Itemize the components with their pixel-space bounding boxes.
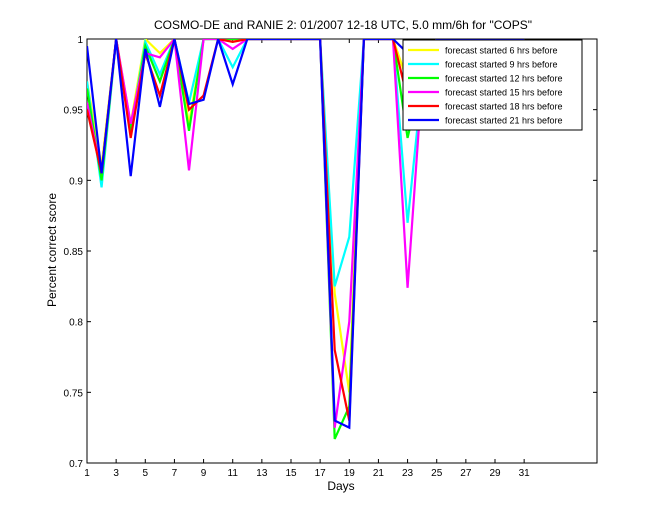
x-tick-label: 17 bbox=[315, 468, 327, 479]
legend-label-2: forecast started 12 hrs before bbox=[445, 74, 563, 84]
chart-title: COSMO-DE and RANIE 2: 01/2007 12-18 UTC,… bbox=[154, 18, 532, 32]
series-line-4 bbox=[87, 39, 525, 421]
series-lines bbox=[87, 39, 525, 440]
legend-label-3: forecast started 15 hrs before bbox=[445, 88, 563, 98]
legend-label-0: forecast started 6 hrs before bbox=[445, 46, 558, 56]
series-line-2 bbox=[87, 39, 525, 440]
y-tick-label: 0.95 bbox=[64, 106, 84, 117]
y-tick-label: 0.75 bbox=[64, 388, 84, 399]
y-tick-label: 0.8 bbox=[69, 318, 83, 329]
series-line-1 bbox=[87, 39, 525, 287]
y-tick-label: 0.9 bbox=[69, 176, 83, 187]
legend-label-4: forecast started 18 hrs before bbox=[445, 102, 563, 112]
x-tick-label: 13 bbox=[256, 468, 268, 479]
series-line-5 bbox=[87, 39, 525, 430]
y-tick-label: 0.85 bbox=[64, 247, 84, 258]
x-tick-label: 9 bbox=[201, 468, 207, 479]
y-axis-label: Percent correct score bbox=[45, 193, 59, 307]
x-tick-label: 29 bbox=[489, 468, 501, 479]
x-tick-label: 23 bbox=[402, 468, 414, 479]
x-axis-label: Days bbox=[327, 479, 354, 493]
x-tick-label: 11 bbox=[228, 468, 239, 479]
x-tick-label: 21 bbox=[373, 468, 385, 479]
x-tick-label: 7 bbox=[172, 468, 178, 479]
legend-label-1: forecast started 9 hrs before bbox=[445, 60, 558, 70]
x-tick-label: 27 bbox=[460, 468, 472, 479]
x-tick-label: 31 bbox=[519, 468, 531, 479]
x-tick-label: 5 bbox=[143, 468, 149, 479]
series-line-3 bbox=[87, 39, 525, 428]
legend-box bbox=[402, 39, 583, 131]
x-tick-label: 1 bbox=[84, 468, 90, 479]
y-tick-label: 1 bbox=[77, 35, 83, 46]
series-line-0 bbox=[87, 39, 525, 393]
y-tick-label: 0.7 bbox=[69, 459, 83, 470]
x-tick-label: 3 bbox=[113, 468, 119, 479]
x-tick-label: 19 bbox=[344, 468, 356, 479]
x-tick-label: 15 bbox=[285, 468, 297, 479]
legend: forecast started 6 hrs before forecast st… bbox=[402, 39, 583, 131]
plot-area: 1 3 5 7 9 11 13 15 17 19 21 23 25 27 29 310.70.750.80.8… bbox=[64, 35, 598, 479]
x-tick-label: 25 bbox=[431, 468, 443, 479]
legend-label-5: forecast started 21 hrs before bbox=[445, 116, 563, 126]
